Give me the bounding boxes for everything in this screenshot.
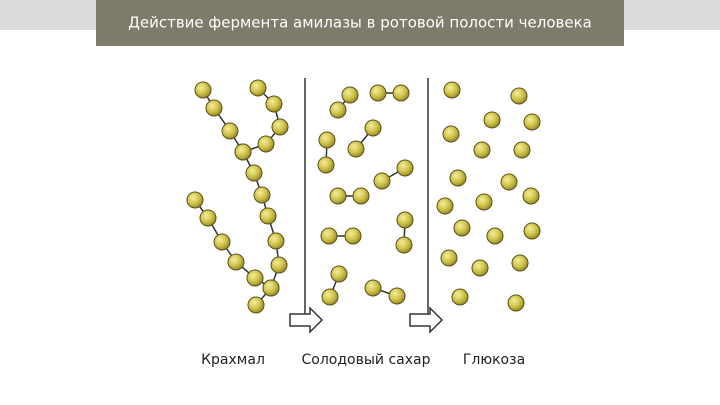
bead [186, 191, 204, 209]
bead [352, 187, 370, 205]
bead [318, 131, 336, 149]
bead [270, 256, 288, 274]
bead [396, 211, 414, 229]
bead [245, 164, 263, 182]
label: Глюкоза [463, 352, 525, 368]
bead [221, 122, 239, 140]
arrow [409, 306, 444, 334]
bead [443, 81, 461, 99]
bead [513, 141, 531, 159]
label: Крахмал [201, 352, 265, 368]
arrow [289, 306, 324, 334]
bead [440, 249, 458, 267]
bead [234, 143, 252, 161]
bead [271, 118, 289, 136]
bead [522, 187, 540, 205]
bead [475, 193, 493, 211]
bead [388, 287, 406, 305]
bead [257, 135, 275, 153]
bead [262, 279, 280, 297]
bead [507, 294, 525, 312]
bead [436, 197, 454, 215]
bead [320, 227, 338, 245]
bead [483, 111, 501, 129]
molecules [186, 79, 541, 314]
bead [265, 95, 283, 113]
bead [205, 99, 223, 117]
bead [449, 169, 467, 187]
bead [500, 173, 518, 191]
bead [317, 156, 335, 174]
bead [471, 259, 489, 277]
bead [396, 159, 414, 177]
bead [253, 186, 271, 204]
bead [259, 207, 277, 225]
bead [194, 81, 212, 99]
bead [373, 172, 391, 190]
bead [227, 253, 245, 271]
bead [473, 141, 491, 159]
bead [347, 140, 365, 158]
bead [451, 288, 469, 306]
bead [392, 84, 410, 102]
label: Солодовый сахар [302, 352, 431, 368]
bead [486, 227, 504, 245]
bead [329, 101, 347, 119]
bead [341, 86, 359, 104]
bead [369, 84, 387, 102]
bead [246, 269, 264, 287]
bead [247, 296, 265, 314]
bead [344, 227, 362, 245]
bead [364, 119, 382, 137]
bead [453, 219, 471, 237]
bead [510, 87, 528, 105]
bead [249, 79, 267, 97]
bead [442, 125, 460, 143]
bead [364, 279, 382, 297]
title: Действие фермента амилазы в ротовой поло… [128, 14, 592, 32]
bead [199, 209, 217, 227]
bead [330, 265, 348, 283]
bead [511, 254, 529, 272]
title-box [96, 0, 624, 46]
bead [329, 187, 347, 205]
bead [523, 113, 541, 131]
bead [213, 233, 231, 251]
bead [321, 288, 339, 306]
bead [267, 232, 285, 250]
bead [523, 222, 541, 240]
bead [395, 236, 413, 254]
